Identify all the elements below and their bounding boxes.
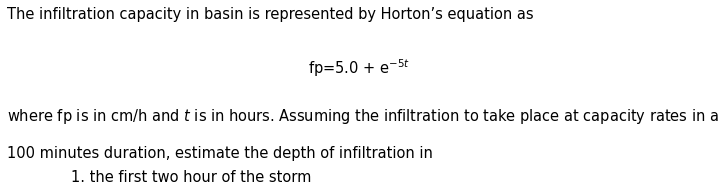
Text: 100 minutes duration, estimate the depth of infiltration in: 100 minutes duration, estimate the depth… [7,146,433,161]
Text: 1. the first two hour of the storm: 1. the first two hour of the storm [70,170,311,185]
Text: The infiltration capacity in basin is represented by Horton’s equation as: The infiltration capacity in basin is re… [7,7,533,22]
Text: where fp is in cm/h and $\mathit{t}$ is in hours. Assuming the infiltration to t: where fp is in cm/h and $\mathit{t}$ is … [7,108,718,126]
Text: fp=5.0 + e$^{-5t}$: fp=5.0 + e$^{-5t}$ [308,57,410,79]
